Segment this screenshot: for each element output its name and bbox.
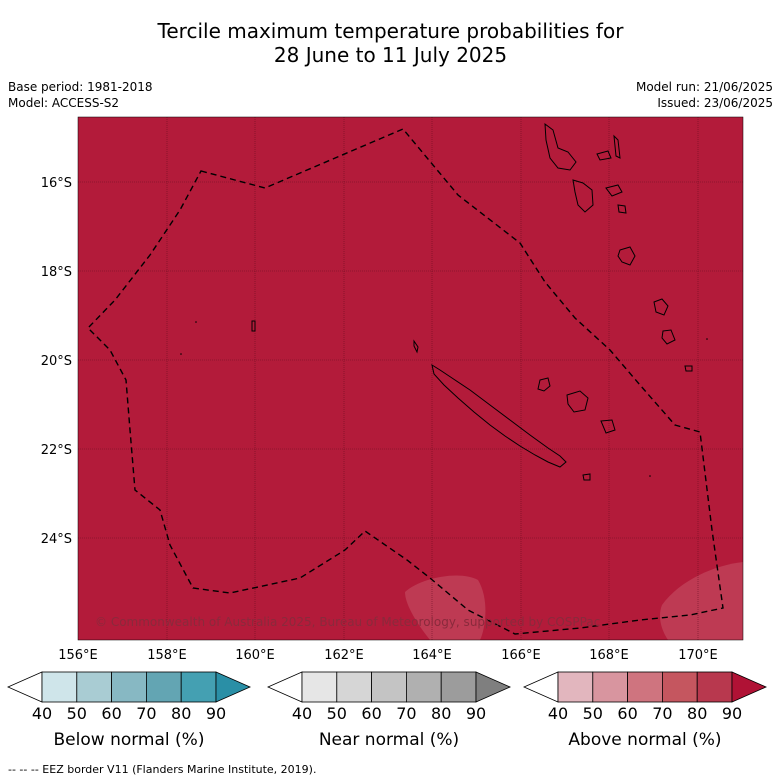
colorbar-segment — [627, 671, 663, 703]
colorbar-title: Near normal (%) — [318, 730, 460, 750]
colorbar-tick-label: 40 — [547, 704, 569, 723]
longitude-labels: 156°E 158°E 160°E 162°E 164°E 166°E 168°E 170°E — [58, 648, 718, 663]
colorbar-segment — [76, 671, 113, 703]
model-name: Model: ACCESS-S2 — [8, 96, 120, 110]
chart-title: Tercile maximum temperature probabilitie… — [0, 19, 781, 67]
colorbar-tick-label: 90 — [465, 704, 487, 723]
meta-right: Model run: 21/06/2025 Issued: 23/06/2025 — [636, 79, 773, 111]
ambrym-island — [605, 184, 623, 197]
map-frame — [77, 116, 744, 641]
small-islet-3 — [180, 353, 182, 355]
colorbar-segment — [111, 671, 147, 703]
aneityum-island — [684, 365, 693, 372]
malakula-island — [572, 179, 594, 213]
colorbar-segment — [592, 671, 628, 703]
longitude-label: 158°E — [147, 648, 187, 663]
longitude-label: 164°E — [412, 648, 452, 663]
colorbar-title: Above normal (%) — [568, 730, 722, 750]
latitude-label: 16°S — [41, 176, 72, 191]
colorbar-tick-label: 50 — [582, 704, 603, 723]
base-period: Base period: 1981-2018 — [8, 80, 153, 94]
colorbar-tick-label: 80 — [687, 704, 708, 723]
small-islet-1 — [251, 320, 256, 332]
colorbar-tick-label: 40 — [291, 704, 313, 723]
longitude-label: 166°E — [501, 648, 541, 663]
new-caledonia-island — [431, 363, 567, 468]
colorbar-tick-label: 90 — [205, 704, 227, 723]
colorbar-segment — [301, 671, 338, 703]
colorbar-segment — [371, 671, 407, 703]
colorbar-high-extend — [475, 671, 511, 703]
colorbar-segment — [696, 671, 733, 703]
issued-date: Issued: 23/06/2025 — [657, 96, 773, 110]
colorbar-low-extend — [267, 671, 303, 703]
lighter-patch-right — [660, 562, 743, 640]
small-islet-5 — [649, 475, 651, 477]
small-islet-2 — [195, 321, 197, 323]
colorbar-tick-label: 60 — [101, 704, 122, 723]
longitude-label: 170°E — [678, 648, 718, 663]
colorbar-segment — [145, 671, 182, 703]
malo-island — [596, 150, 612, 161]
colorbar-tick-label: 90 — [721, 704, 743, 723]
colorbar-segment — [557, 671, 594, 703]
colorbar-tick-label: 70 — [396, 704, 417, 723]
copyright-text: © Commonwealth of Australia 2025, Bureau… — [95, 615, 600, 629]
eez-footnote: -- -- -- EEZ border V11 (Flanders Marine… — [8, 763, 317, 776]
colorbar-segment — [41, 671, 78, 703]
colorbar-tick-label: 50 — [66, 704, 87, 723]
mare-island — [600, 419, 616, 434]
colorbar-tick-label: 60 — [361, 704, 382, 723]
colorbar-segment — [662, 671, 698, 703]
colorbar-tick-label: 70 — [136, 704, 157, 723]
title-line-1: Tercile maximum temperature probabilitie… — [157, 19, 624, 43]
latitude-label: 18°S — [41, 265, 72, 280]
latitude-labels: 16°S 18°S 20°S 22°S 24°S — [41, 176, 72, 547]
colorbar-title: Below normal (%) — [53, 730, 205, 750]
ouvea-island — [537, 377, 551, 392]
map-background — [78, 117, 743, 640]
meta-left: Base period: 1981-2018 Model: ACCESS-S2 — [8, 79, 153, 111]
longitude-label: 162°E — [324, 648, 364, 663]
title-line-2: 28 June to 11 July 2025 — [273, 43, 508, 67]
latitude-label: 20°S — [41, 354, 72, 369]
longitude-label: 168°E — [589, 648, 629, 663]
colorbar-segment — [405, 671, 442, 703]
colorbar-tick-label: 60 — [617, 704, 638, 723]
longitude-label: 160°E — [235, 648, 275, 663]
isle-of-pines — [582, 473, 591, 481]
graticule — [78, 117, 743, 640]
erromango-island — [653, 298, 669, 316]
longitude-label: 156°E — [58, 648, 98, 663]
efate-island — [617, 246, 636, 266]
eez-border — [87, 128, 724, 635]
latitude-label: 24°S — [41, 532, 72, 547]
colorbar-segment — [336, 671, 372, 703]
colorbar-tick-label: 80 — [431, 704, 452, 723]
colorbar-high-extend — [731, 671, 767, 703]
latitude-label: 22°S — [41, 443, 72, 458]
colorbar-high-extend — [215, 671, 251, 703]
colorbars — [7, 671, 767, 703]
colorbar-tick-label: 80 — [171, 704, 192, 723]
espiritu-santo-island — [544, 122, 577, 171]
colorbar-tick-label: 50 — [326, 704, 347, 723]
model-run: Model run: 21/06/2025 — [635, 80, 773, 94]
epi-island — [617, 204, 627, 214]
colorbar-tick-label: 40 — [31, 704, 53, 723]
tanna-island — [661, 329, 676, 345]
lighter-patch-left — [405, 575, 486, 640]
colorbar-segment — [440, 671, 477, 703]
lifou-island — [566, 390, 589, 413]
belep-island — [413, 339, 419, 354]
colorbar-low-extend — [523, 671, 559, 703]
colorbar-low-extend — [7, 671, 43, 703]
colorbar-segment — [180, 671, 217, 703]
maewo-island — [613, 134, 621, 159]
colorbar-tick-label: 70 — [652, 704, 673, 723]
small-islet-4 — [706, 338, 708, 340]
